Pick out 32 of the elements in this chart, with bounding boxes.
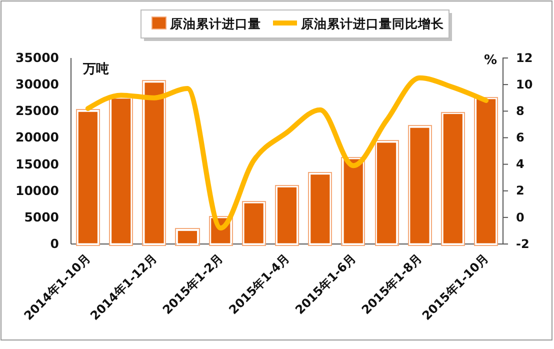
bar — [242, 202, 265, 245]
y2-tick-label: 10 — [516, 77, 533, 92]
y-tick-label: 10000 — [16, 182, 60, 198]
y-tick-label: 35000 — [16, 50, 60, 65]
bar — [475, 98, 498, 245]
legend-label: 原油累计进口量同比增长 — [300, 16, 445, 31]
y-tick-label: 15000 — [16, 156, 60, 172]
bar — [76, 110, 99, 245]
y-axis-title: 万吨 — [82, 62, 109, 77]
y2-tick-label: 12 — [516, 50, 533, 65]
bar — [176, 229, 198, 245]
y2-tick-label: 0 — [516, 210, 524, 224]
bar — [276, 186, 298, 245]
y2-tick-label: 4 — [516, 157, 524, 172]
y2-tick-label: 6 — [516, 130, 524, 145]
y-tick-label: 0 — [50, 236, 60, 251]
y2-tick-label: 8 — [516, 104, 524, 118]
bar — [143, 81, 166, 245]
y2-tick-label: -2 — [516, 236, 530, 251]
y-tick-label: 30000 — [16, 76, 60, 92]
y-tick-label: 5000 — [24, 209, 60, 224]
y-tick-label: 20000 — [16, 130, 60, 145]
bar — [442, 112, 464, 245]
legend-label: 原油累计进口量 — [169, 16, 261, 31]
y2-tick-label: 2 — [516, 184, 524, 198]
bar — [110, 97, 132, 245]
bar — [342, 158, 364, 245]
bar — [309, 173, 332, 245]
y2-axis-title: % — [484, 53, 497, 68]
bar — [408, 126, 431, 245]
y-tick-label: 25000 — [16, 103, 60, 118]
bar — [376, 141, 398, 245]
